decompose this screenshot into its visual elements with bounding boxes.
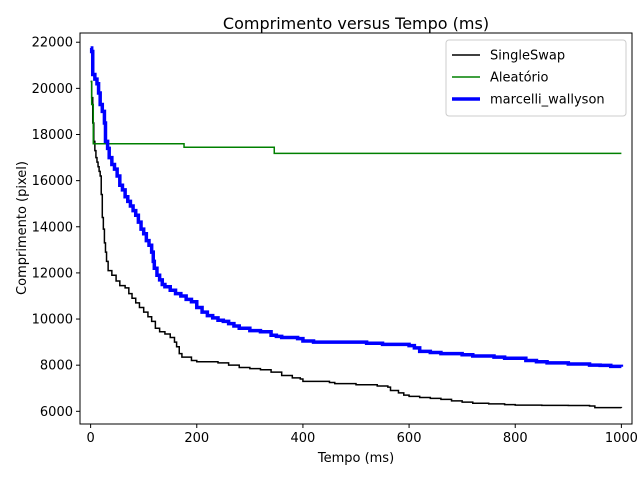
legend-label: Aleatório <box>490 71 548 86</box>
y-axis-title: Comprimento (pixel) <box>15 161 30 295</box>
legend-label: SingleSwap <box>490 49 565 64</box>
y-tick-label: 6000 <box>40 405 73 420</box>
series-line-1 <box>90 80 623 409</box>
x-axis-title: Tempo (ms) <box>317 451 394 466</box>
x-tick-label: 600 <box>397 431 422 446</box>
y-tick-label: 14000 <box>32 220 73 235</box>
x-tick-label: 400 <box>291 431 316 446</box>
y-tick-label: 12000 <box>32 266 73 281</box>
y-tick-label: 10000 <box>32 313 73 328</box>
x-axis: 0 200 400 600 800 1000 <box>86 424 638 446</box>
x-tick-label: 1000 <box>605 431 638 446</box>
legend: SingleSwap Aleatório marcelli_wallyson <box>445 39 627 117</box>
y-tick-label: 16000 <box>32 174 73 189</box>
x-tick-label: 200 <box>184 431 209 446</box>
y-tick-label: 22000 <box>32 36 73 51</box>
x-tick-label: 0 <box>86 431 94 446</box>
y-tick-label: 8000 <box>40 359 73 374</box>
legend-box <box>445 39 627 117</box>
x-tick-label: 800 <box>503 431 528 446</box>
chart-title: Comprimento versus Tempo (ms) <box>223 14 489 33</box>
series-line-3 <box>89 46 624 369</box>
y-tick-label: 18000 <box>32 128 73 143</box>
legend-label: marcelli_wallyson <box>490 93 605 108</box>
y-tick-label: 20000 <box>32 82 73 97</box>
series-line-2 <box>90 80 622 155</box>
plot-frame <box>79 32 633 425</box>
series-layer <box>89 46 624 409</box>
y-axis: 6000 8000 10000 12000 14000 16000 18000 20000 22… <box>32 36 80 420</box>
